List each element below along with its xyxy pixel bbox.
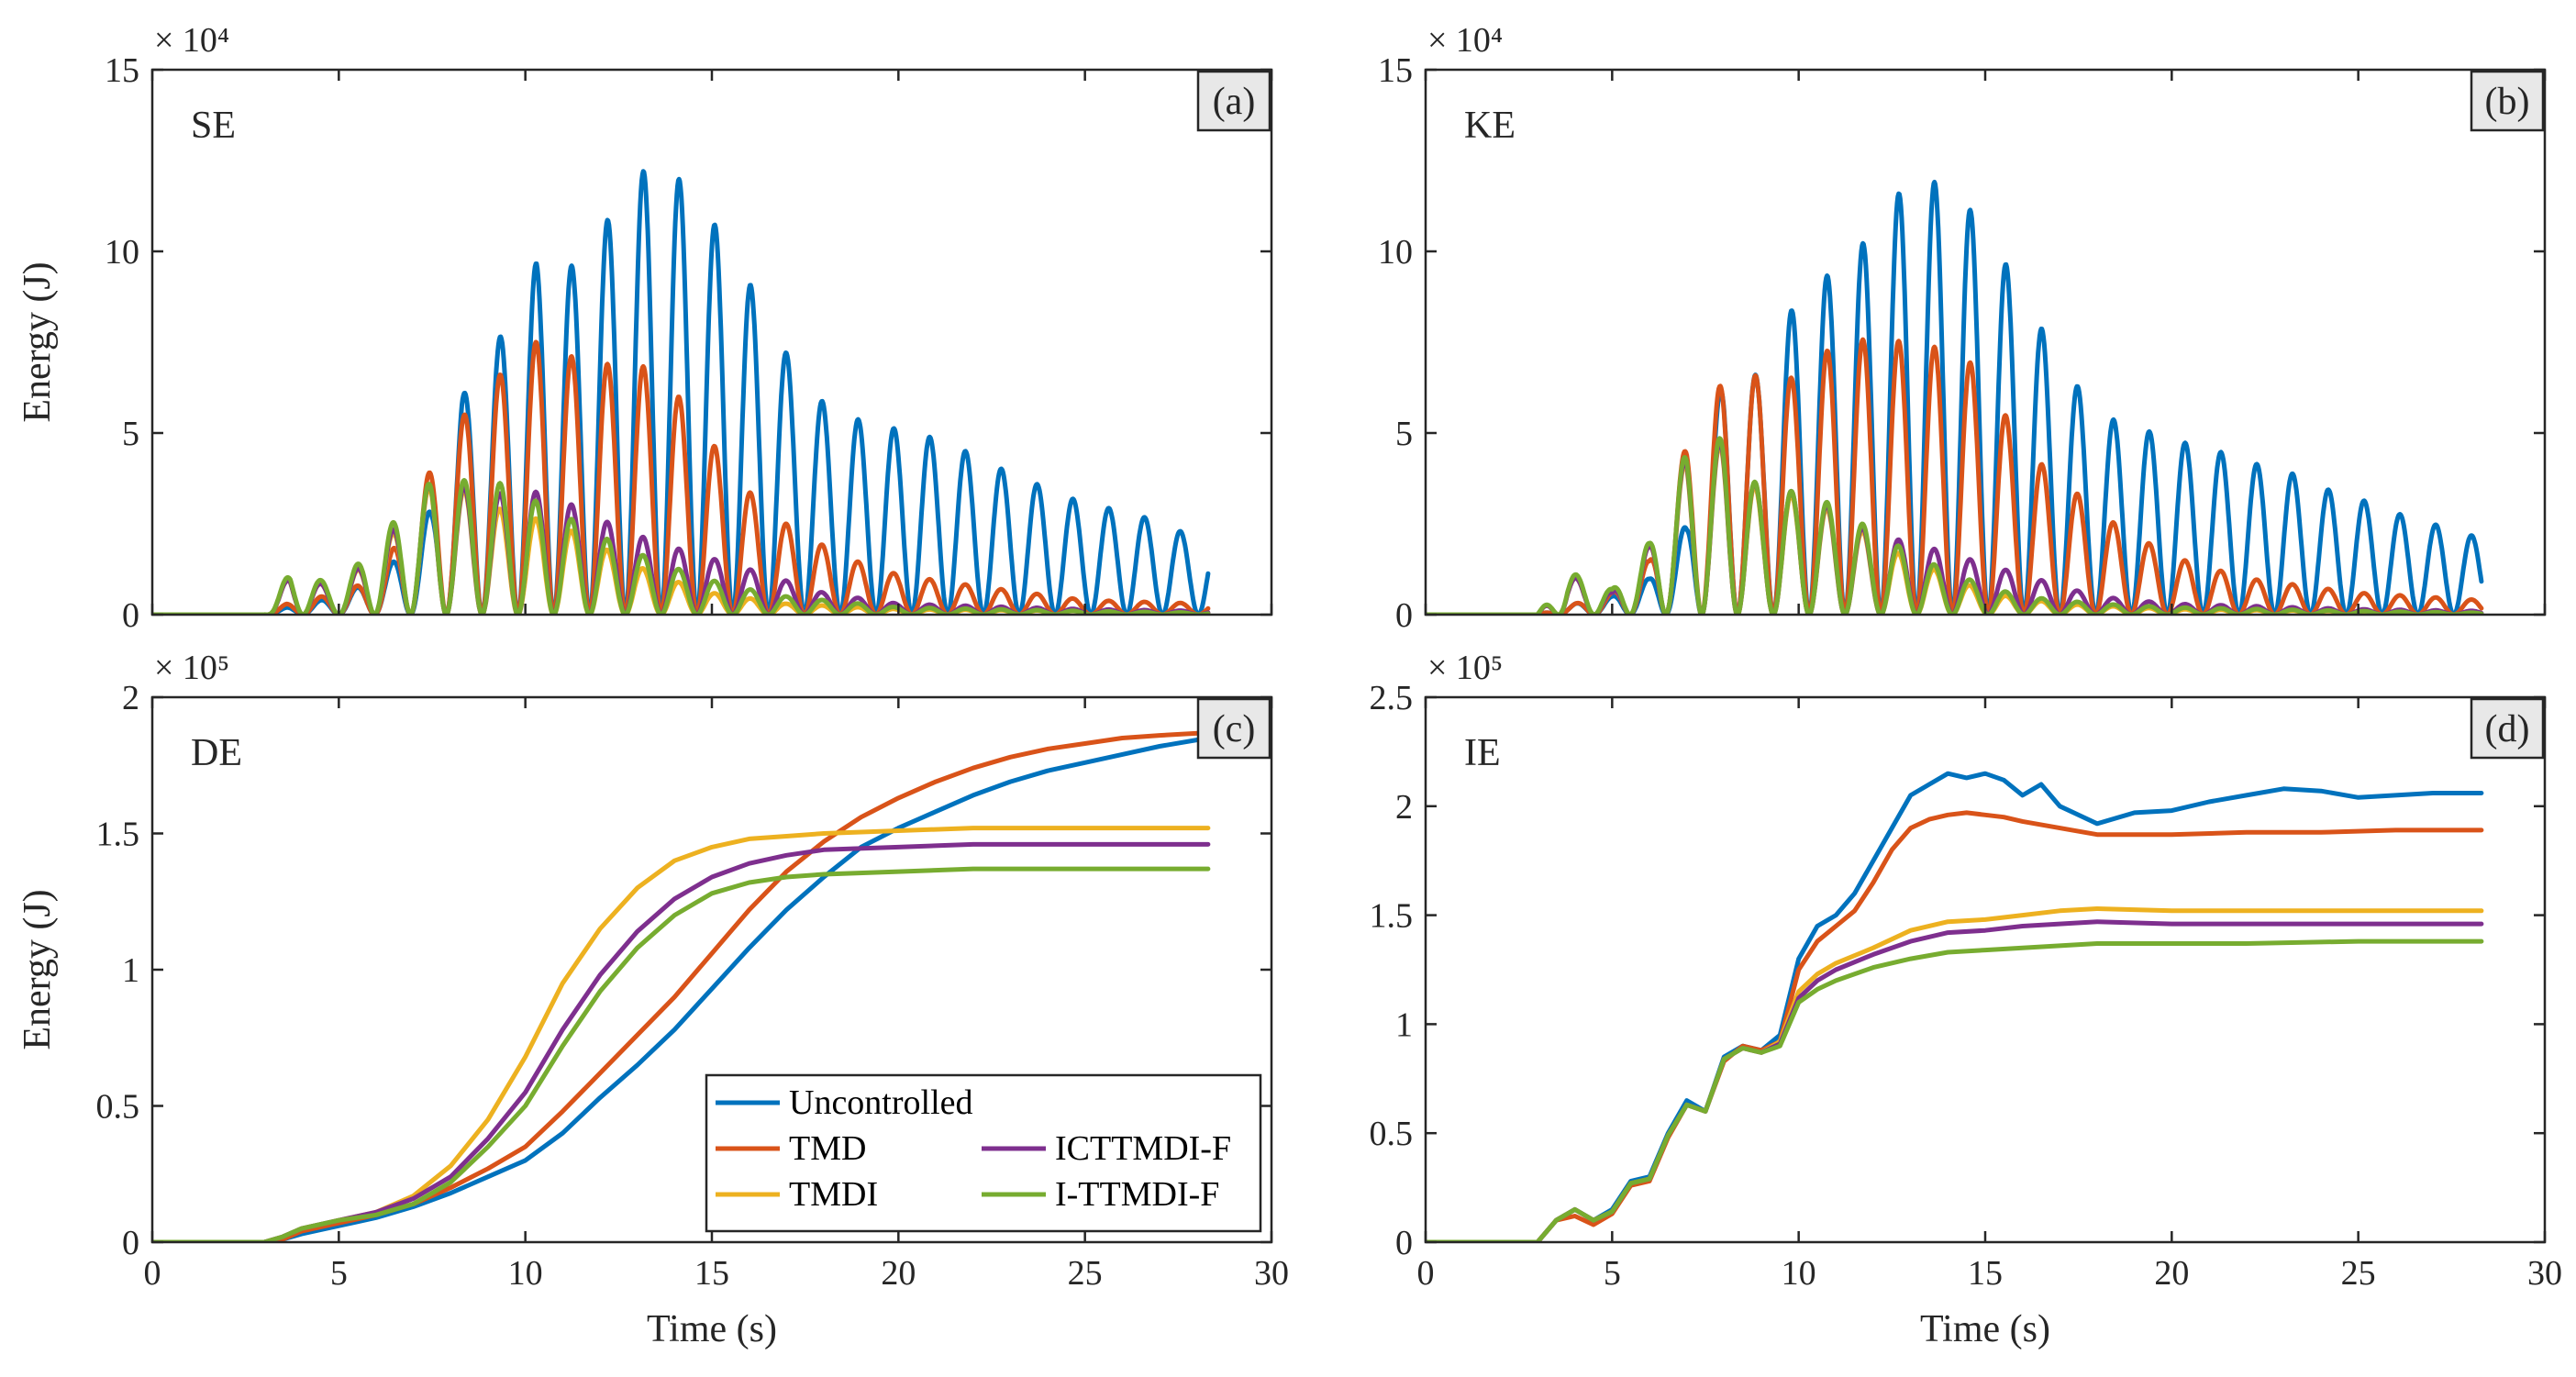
y-tick-label: 5 [1395,415,1413,453]
panel-d: 0 5 10 15 20 25 30 0 0.5 1 1.5 2 2.5 × 10⁵ IE (d) Time (… [1370,649,2563,1350]
legend-entry-tmd: TMD [789,1129,866,1168]
exponent-label: × 10⁴ [154,21,229,60]
y-tick-label: 0.5 [96,1088,140,1127]
panel-label-box [1196,70,1271,132]
panel-label: (a) [1213,81,1256,123]
y-tick-label: 5 [122,415,139,453]
y-tick-label: 15 [105,51,139,90]
panel-label-box [2470,697,2545,760]
series-group [1426,179,2484,615]
series-group [1426,771,2484,1242]
y-tick-label: 10 [1378,233,1413,272]
axes-frame [1424,68,2547,616]
legend-entry-uncontrolled: Uncontrolled [789,1083,973,1122]
panel-label-box [2470,70,2545,132]
x-tick-label: 15 [694,1254,729,1293]
y-tick-label: 15 [1378,51,1413,90]
y-tick-label: 0 [1395,1224,1413,1262]
series-line-ittmdi [1426,938,2484,1242]
legend-box [705,1073,1262,1233]
exponent-label: × 10⁵ [1427,649,1503,687]
y-tick-label: 0 [122,596,139,635]
y-tick-label: 0 [122,1224,139,1262]
legend-entry-icttmdi: ICTTMDI-F [1055,1129,1231,1168]
legend-entry-ittmdi: I-TTMDI-F [1055,1175,1219,1214]
series-line-tmd [1426,810,2484,1242]
x-tick-label: 0 [1417,1254,1435,1293]
x-axis-title: Time (s) [1920,1308,2050,1350]
series-line-uncontrolled [1426,771,2484,1242]
x-tick-label: 5 [1604,1254,1621,1293]
x-tick-label: 10 [508,1254,543,1293]
y-tick-label: 0.5 [1370,1115,1414,1153]
exponent-label: × 10⁴ [1427,21,1503,60]
series-line-icttmdi [1426,919,2484,1242]
panel-c: 0 5 10 15 20 25 30 0 0.5 1 1.5 2 × 10⁵ DE (c) Time (s) E… [17,649,1289,1350]
y-tick-label: 10 [105,233,139,272]
panel-annotation: IE [1464,732,1501,774]
y-tick-label: 2 [122,679,139,717]
legend: Uncontrolled TMD ICTTMDI-F TMDI I-TTMDI-F [705,1073,1262,1233]
panel-b: 0 5 10 15 × 10⁴ KE (b) [1378,21,2547,635]
series-line-tmd [1426,337,2484,615]
exponent-label: × 10⁵ [154,649,229,687]
y-tick-label: 2 [1395,788,1413,827]
y-tick-label: 1.5 [96,816,140,854]
x-tick-label: 5 [330,1254,348,1293]
panel-label: (b) [2485,81,2530,123]
x-tick-label: 15 [1968,1254,2003,1293]
x-tick-label: 30 [2527,1254,2562,1293]
y-tick-label: 2.5 [1370,679,1414,717]
y-tick-label: 1 [1395,1005,1413,1044]
panel-label: (d) [2485,708,2530,750]
y-axis-title: Energy (J) [17,889,59,1049]
x-tick-label: 20 [2154,1254,2189,1293]
x-tick-label: 30 [1254,1254,1289,1293]
y-tick-label: 1 [122,951,139,990]
series-line-uncontrolled [1426,179,2484,615]
series-group [152,169,1211,615]
panel-annotation: KE [1464,105,1516,147]
axes-frame [1424,695,2547,1244]
y-axis-title: Energy (J) [17,261,59,422]
x-tick-label: 25 [2341,1254,2376,1293]
legend-entry-tmdi: TMDI [789,1175,878,1214]
x-tick-label: 20 [881,1254,916,1293]
y-tick-label: 1.5 [1370,897,1414,936]
series-line-tmdi [1426,906,2484,1242]
y-tick-label: 0 [1395,596,1413,635]
panel-annotation: SE [191,105,236,147]
series-group [152,730,1211,1242]
x-tick-label: 25 [1068,1254,1103,1293]
x-axis-title: Time (s) [647,1308,777,1350]
series-line-ittmdi [152,866,1211,1242]
series-line-uncontrolled [152,736,1211,1242]
x-tick-label: 0 [144,1254,161,1293]
panel-a: 0 5 10 15 × 10⁴ SE (a) Energy (J) [17,21,1273,635]
panel-annotation: DE [191,732,242,774]
panel-label: (c) [1213,708,1256,750]
panel-label-box [1196,697,1271,760]
x-tick-label: 10 [1782,1254,1816,1293]
series-line-ittmdi [152,478,1211,615]
